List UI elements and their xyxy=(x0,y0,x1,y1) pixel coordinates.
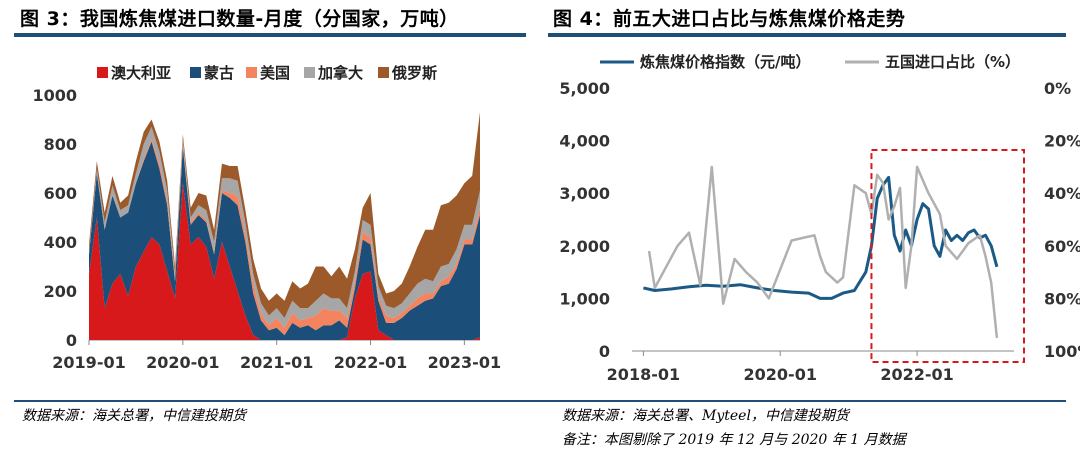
legend-swatch xyxy=(190,67,201,78)
x-tick-label: 2023-01 xyxy=(428,353,501,372)
legend-label: 炼焦煤价格指数（元/吨） xyxy=(640,53,810,71)
legend-item-mongolia: 蒙古 xyxy=(190,64,234,82)
legend-label: 俄罗斯 xyxy=(391,64,437,82)
area-series-australia xyxy=(89,183,480,340)
legend-item-australia: 澳大利亚 xyxy=(97,64,171,82)
x-tick-label: 2022-01 xyxy=(334,353,407,372)
right-remark-note: 备注：本图剔除了 2019 年 12 月与 2020 年 1 月数据 xyxy=(562,432,906,448)
legend-label: 美国 xyxy=(260,64,290,82)
x-tick-label: 2022-01 xyxy=(880,365,953,384)
right-source-note: 数据来源：海关总署、Myteel，中信建投期货 xyxy=(562,408,849,424)
left-title-rule xyxy=(14,33,526,37)
right-title-rule xyxy=(548,33,1066,37)
y-tick-label: 600 xyxy=(44,184,77,203)
y-tick-label: 1000 xyxy=(32,86,77,105)
x-tick-label: 2020-01 xyxy=(744,365,817,384)
legend-item-share: 五国进口占比（%） xyxy=(845,53,1020,71)
y-tick-label: 0 xyxy=(66,331,77,350)
y-left-tick-label: 5,000 xyxy=(559,79,610,98)
left-stacked-area-chart: 0 200 400 600 800 1000 2019-01 2020-01 2021-01 20… xyxy=(32,64,501,372)
x-tick-label: 2020-01 xyxy=(146,353,219,372)
legend-item-russia: 俄罗斯 xyxy=(378,64,437,82)
y-right-tick-label: 60% xyxy=(1044,237,1080,256)
legend-swatch xyxy=(246,67,257,78)
y-right-tick-label: 80% xyxy=(1044,289,1080,308)
legend-label: 加拿大 xyxy=(317,64,363,82)
footer-rule xyxy=(14,400,1066,402)
legend-item-usa: 美国 xyxy=(246,64,290,82)
line-series-price xyxy=(643,175,999,300)
legend-label: 五国进口占比（%） xyxy=(885,53,1020,71)
highlight-box xyxy=(870,149,1025,363)
y-left-tick-label: 0 xyxy=(599,342,610,361)
legend-swatch xyxy=(304,67,315,78)
y-left-tick-label: 3,000 xyxy=(559,184,610,203)
y-tick-label: 200 xyxy=(44,282,77,301)
legend-swatch xyxy=(97,67,108,78)
y-tick-label: 800 xyxy=(44,135,77,154)
y-right-tick-label: 40% xyxy=(1044,184,1080,203)
right-chart-title: 图 4：前五大进口占比与炼焦煤价格走势 xyxy=(553,8,906,30)
legend-label: 澳大利亚 xyxy=(111,64,171,82)
line-series-share xyxy=(647,165,999,339)
legend-label: 蒙古 xyxy=(204,64,234,82)
legend-item-price: 炼焦煤价格指数（元/吨） xyxy=(600,53,810,71)
y-left-tick-label: 1,000 xyxy=(559,289,610,308)
y-right-tick-label: 20% xyxy=(1044,132,1080,151)
left-source-note: 数据来源：海关总署，中信建投期货 xyxy=(22,408,246,424)
y-tick-label: 400 xyxy=(44,233,77,252)
x-tick-label: 2018-01 xyxy=(607,365,680,384)
legend-item-canada: 加拿大 xyxy=(304,64,363,82)
y-right-tick-label: 100% xyxy=(1044,342,1080,361)
legend-swatch xyxy=(378,67,389,78)
y-left-tick-label: 4,000 xyxy=(559,132,610,151)
left-chart-title: 图 3：我国炼焦煤进口数量-月度（分国家，万吨） xyxy=(20,8,459,30)
y-right-tick-label: 0% xyxy=(1044,79,1071,98)
x-tick-label: 2019-01 xyxy=(52,353,125,372)
right-line-chart: 0 1,000 2,000 3,000 4,000 5,000 0% 20% 40% 60% 80%… xyxy=(559,53,1080,384)
x-tick-label: 2021-01 xyxy=(240,353,313,372)
area-series-mongolia xyxy=(89,141,480,340)
y-left-tick-label: 2,000 xyxy=(559,237,610,256)
